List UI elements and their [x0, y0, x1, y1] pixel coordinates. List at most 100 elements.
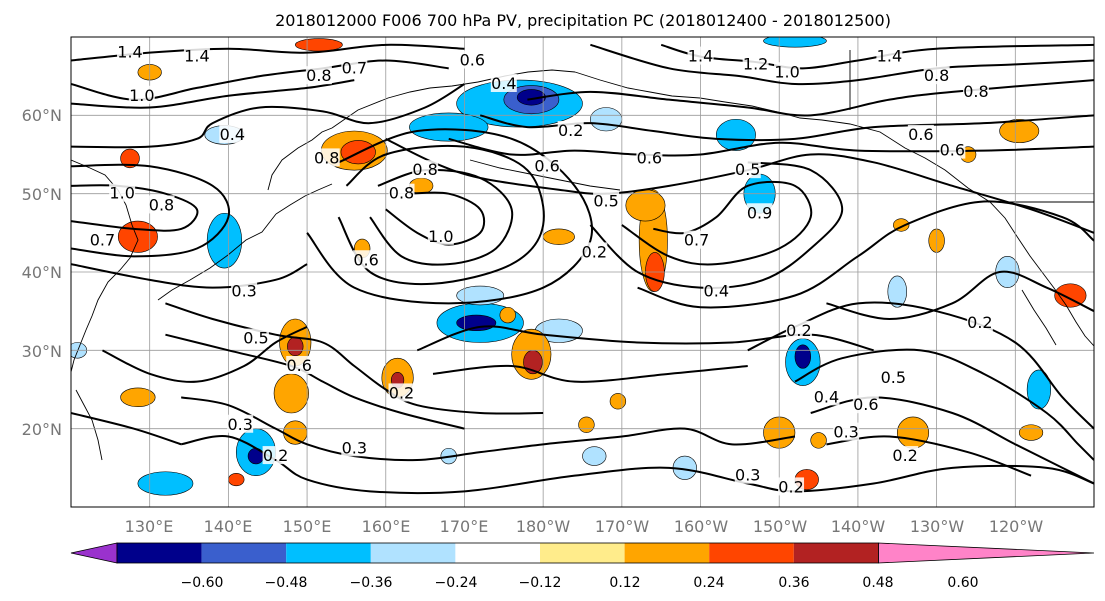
- coast-philippines: [75, 389, 103, 461]
- contour-label: 0.2: [582, 242, 607, 261]
- precip-anomaly-blob: [542, 228, 575, 245]
- pv-contour-line: [637, 200, 1094, 309]
- contour-label: 0.2: [389, 383, 414, 402]
- colorbar-tick-label: −0.24: [435, 575, 478, 591]
- contour-label-bg: [636, 148, 663, 167]
- contour-label-bg: [231, 281, 258, 300]
- contour-label-bg: [286, 356, 313, 374]
- contour-label-bg: [742, 54, 769, 73]
- contour-label: 0.8: [924, 66, 949, 85]
- pv-contour-line: [337, 144, 545, 286]
- contour-label-bg: [734, 465, 761, 484]
- latitude-axis: 60°N 50°N 40°N 30°N 20°N: [22, 106, 62, 439]
- contour-label-bg: [109, 183, 136, 202]
- contour-label-bg: [341, 58, 368, 77]
- pv-contour-line: [180, 435, 1094, 495]
- contour-label: 0.5: [881, 368, 906, 387]
- precip-anomaly-blob: [887, 275, 908, 308]
- contour-label-bg: [534, 156, 561, 175]
- contour-label: 0.2: [263, 446, 288, 465]
- contour-label: 0.2: [778, 477, 803, 496]
- pv-contour-line: [71, 163, 230, 258]
- contour-label: 0.6: [637, 148, 662, 167]
- coast-siberia: [331, 81, 479, 129]
- contour-label-bg: [785, 320, 812, 339]
- colorbar-cell: [201, 543, 287, 563]
- contour-label: 0.2: [558, 121, 583, 140]
- contour-label-bg: [148, 195, 175, 214]
- contour-label-bg: [962, 81, 989, 100]
- colorbar-tick-label: 0.60: [947, 575, 978, 591]
- contour-label-bg: [557, 121, 584, 139]
- contour-label-bg: [581, 242, 608, 261]
- contour-label-bg: [852, 395, 879, 414]
- contour-label-bg: [746, 203, 773, 222]
- colorbar-cell: [709, 543, 794, 563]
- precip-anomaly-blob: [283, 420, 308, 445]
- coast-japan: [157, 213, 277, 301]
- contour-label: 1.0: [428, 227, 453, 246]
- colorbar-tick-label: 0.48: [862, 575, 893, 591]
- contour-label: 0.6: [940, 141, 965, 160]
- colorbar-tick-label: −0.60: [181, 575, 224, 591]
- colorbar-extend-min: [70, 542, 118, 564]
- contour-label: 0.8: [389, 184, 414, 203]
- contour-label: 0.3: [735, 466, 760, 485]
- precip-anomaly-blob: [1054, 283, 1087, 308]
- contour-label-bg: [128, 85, 155, 104]
- longitude-axis: 130°E 140°E 150°E 160°E 170°E 180°W 170°…: [125, 517, 1044, 536]
- contour-label-bg: [262, 446, 289, 465]
- lon-label-120w: 120°W: [989, 517, 1044, 536]
- colorbar-tick-labels: −0.60 −0.48 −0.36 −0.24 −0.12 0.12 0.24 …: [181, 575, 979, 591]
- contour-label-bg: [813, 387, 840, 406]
- colorbar-tick-label: −0.48: [265, 575, 308, 591]
- precip-anomaly-blob: [499, 306, 516, 324]
- contour-label-bg: [219, 124, 246, 143]
- contour-label: 1.4: [117, 43, 142, 62]
- precip-anomaly-blob: [117, 220, 158, 253]
- pv-contour-line: [71, 79, 355, 109]
- contour-label: 0.3: [833, 423, 858, 442]
- colorbar-cell: [540, 543, 625, 563]
- precip-anomaly-blob: [609, 393, 627, 410]
- contour-label: 0.6: [908, 125, 933, 144]
- contour-label: 1.4: [688, 47, 713, 66]
- precip-anomaly-blob: [896, 416, 930, 449]
- precip-anomaly-blob: [625, 189, 666, 222]
- contour-label: 0.2: [892, 446, 917, 465]
- lon-label-140e: 140°E: [204, 517, 253, 536]
- contour-label-bg: [388, 383, 415, 402]
- contour-label-bg: [353, 250, 380, 269]
- precip-anomaly-blob: [120, 387, 156, 408]
- contour-label-bg: [341, 438, 368, 457]
- contour-label-bg: [117, 42, 144, 61]
- contour-label-bg: [313, 148, 340, 167]
- contour-label-bg: [966, 312, 993, 331]
- contour-label: 0.5: [735, 160, 760, 179]
- contour-label: 0.5: [593, 192, 618, 211]
- coast-kurils: [275, 183, 333, 215]
- precip-anomaly-blob: [1018, 424, 1044, 441]
- lon-label-180w: 180°W: [516, 517, 571, 536]
- map-title: 2018012000 F006 700 hPa PV, precipitatio…: [275, 11, 891, 30]
- contour-label: 0.2: [967, 313, 992, 332]
- contour-label: 0.8: [963, 82, 988, 101]
- lon-label-170e: 170°E: [440, 517, 489, 536]
- contour-label: 1.0: [109, 184, 134, 203]
- precip-anomaly-blob: [206, 212, 243, 269]
- colorbar: −0.60 −0.48 −0.36 −0.24 −0.12 0.12 0.24 …: [70, 542, 1095, 591]
- lon-label-130e: 130°E: [125, 517, 174, 536]
- precip-anomaly-blob: [287, 336, 304, 357]
- contour-label: 1.0: [774, 62, 799, 81]
- colorbar-tick-label: 0.24: [693, 575, 724, 591]
- contour-label-bg: [459, 50, 486, 69]
- contour-label-bg: [89, 230, 116, 249]
- precip-anomaly-blob: [794, 344, 812, 369]
- contour-label: 0.2: [786, 321, 811, 340]
- pv-contour-line: [71, 412, 182, 446]
- contour-label-bg: [880, 367, 907, 386]
- coast-kamchatka: [267, 127, 333, 191]
- pv-contour-line: [479, 114, 1094, 142]
- pv-contour-line: [71, 83, 465, 149]
